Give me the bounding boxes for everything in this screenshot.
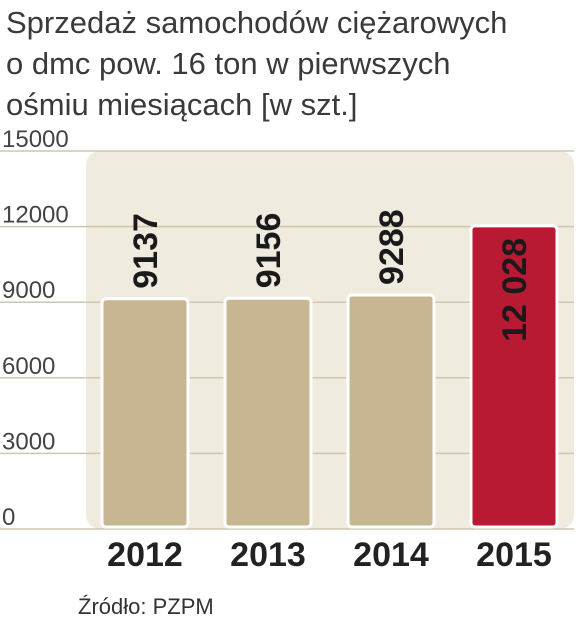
bar-value-label: 9137 <box>127 213 165 289</box>
x-tick-label: 2012 <box>107 536 183 574</box>
bar-2014 <box>346 293 436 529</box>
chart-title-line-3: ośmiu miesiącach [w szt.] <box>6 87 358 122</box>
bar-2015 <box>469 224 559 529</box>
bar-2012 <box>100 297 190 529</box>
y-tick-label: 15000 <box>2 126 69 153</box>
y-tick-label: 9000 <box>2 277 55 304</box>
bar-value-label: 9156 <box>250 213 288 289</box>
x-tick-label: 2014 <box>353 536 429 574</box>
chart-title: Sprzedaż samochodów ciężarowych o dmc po… <box>6 2 576 125</box>
bar-value-label: 9288 <box>373 209 411 285</box>
y-tick-label: 6000 <box>2 353 55 380</box>
x-tick-label: 2015 <box>476 536 552 574</box>
y-tick-label: 0 <box>2 504 15 531</box>
chart-title-line-2: o dmc pow. 16 ton w pierwszych <box>6 46 451 81</box>
bar-2013 <box>223 296 313 529</box>
source-note: Źródło: PZPM <box>78 594 214 619</box>
bar-value-label: 12 028 <box>496 238 534 342</box>
x-tick-label: 2013 <box>230 536 306 574</box>
y-tick-label: 3000 <box>2 428 55 455</box>
y-tick-label: 12000 <box>2 202 69 229</box>
plot-background <box>86 151 574 529</box>
chart-title-line-1: Sprzedaż samochodów ciężarowych <box>6 5 508 40</box>
